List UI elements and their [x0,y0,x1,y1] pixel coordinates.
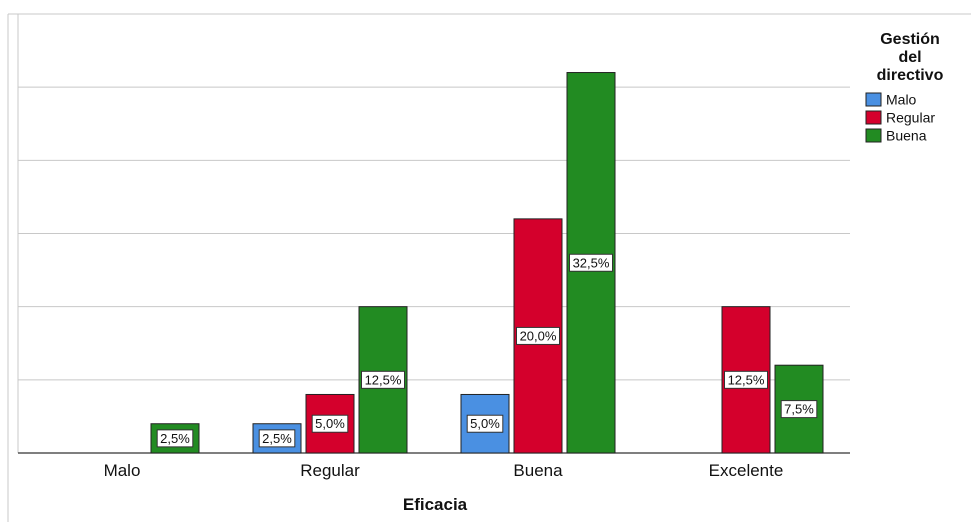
data-label: 2,5% [160,431,190,446]
data-label: 32,5% [573,255,610,270]
legend-swatch-buena [865,128,882,143]
legend-label-regular: Regular [886,110,935,126]
data-label: 12,5% [728,372,765,387]
category-label-malo: Malo [104,461,141,480]
data-label: 7,5% [784,402,814,417]
data-label-box [361,370,405,389]
data-label: 20,0% [520,328,557,343]
category-label-excelente: Excelente [709,461,784,480]
data-label: 2,5% [262,431,292,446]
data-label: 12,5% [365,372,402,387]
category-label-regular: Regular [300,461,360,480]
data-label-box [258,429,296,448]
data-label-box [516,326,560,345]
legend-swatch-regular [865,110,882,125]
data-label-box [156,429,194,448]
data-label-box [724,370,768,389]
legend-title-line-3: directivo [877,67,944,84]
legend: Gestión del directivo Malo Regular Buena [865,31,944,144]
legend-label-malo: Malo [886,92,917,108]
data-label: 5,0% [470,416,500,431]
legend-label-buena: Buena [886,128,927,144]
category-labels: Malo Regular Buena Excelente [104,461,784,480]
data-label: 5,0% [315,416,345,431]
data-label-box [311,414,349,433]
category-label-buena: Buena [513,461,563,480]
data-label-box [466,414,504,433]
data-label-box [569,253,613,272]
legend-items: Malo Regular Buena [865,92,935,144]
data-label-box [780,400,818,419]
legend-title-line-2: del [898,49,921,66]
plot-area: 2,5% 2,5% 5,0% 12,5% 5,0% 20,0% 32,5% 12,5% 7,5% [17,14,850,454]
x-axis-title: Eficacia [403,495,468,514]
legend-swatch-malo [865,92,882,107]
legend-title-line-1: Gestión [880,31,940,48]
